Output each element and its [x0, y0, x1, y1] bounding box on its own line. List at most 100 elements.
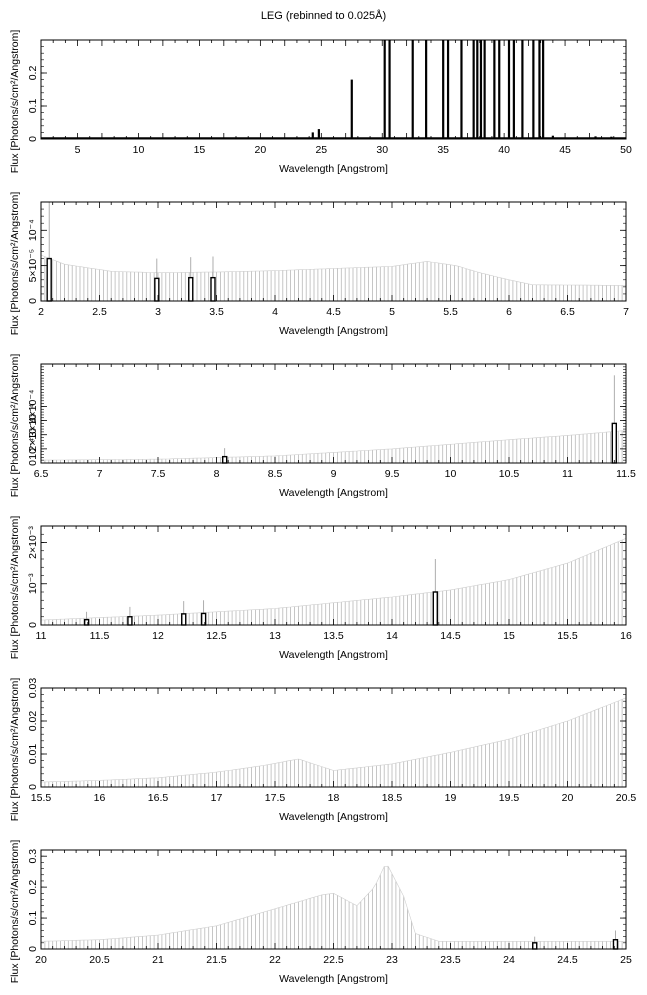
- x-tick-label: 2: [38, 306, 44, 318]
- spectral-line-bar: [498, 40, 501, 139]
- x-axis-label: Wavelength [Angstrom]: [279, 325, 388, 337]
- spectral-line-bar: [411, 40, 414, 139]
- x-tick-label: 50: [620, 144, 632, 156]
- y-tick-label: 5×10⁻⁵: [27, 249, 39, 283]
- y-tick-label: 10⁻⁴: [27, 438, 39, 460]
- spectral-line-bar: [610, 136, 613, 139]
- x-tick-label: 16: [620, 630, 632, 642]
- x-tick-label: 6.5: [560, 306, 575, 318]
- spectral-line-bar: [532, 40, 535, 139]
- x-tick-label: 5: [75, 144, 81, 156]
- x-tick-label: 20: [255, 144, 267, 156]
- x-tick-label: 10: [445, 468, 457, 480]
- y-axis-label: Flux [Photons/s/cm²/Angstrom]: [9, 192, 21, 336]
- x-tick-label: 24: [503, 954, 515, 966]
- x-tick-label: 2.5: [92, 306, 107, 318]
- spectral-line-bar: [317, 129, 320, 139]
- x-tick-label: 14.5: [440, 630, 461, 642]
- spectral-line-bar: [350, 79, 353, 139]
- envelope-line: [40, 538, 627, 621]
- x-tick-label: 6: [506, 306, 512, 318]
- spectral-line-bar: [388, 40, 391, 139]
- x-axis-label: Wavelength [Angstrom]: [279, 811, 388, 823]
- x-tick-label: 20.5: [616, 792, 637, 804]
- x-tick-label: 7: [97, 468, 103, 480]
- spectral-line-bar: [512, 40, 515, 139]
- x-tick-label: 6.5: [34, 468, 49, 480]
- y-axis-label: Flux [Photons/s/cm²/Angstrom]: [9, 840, 21, 984]
- y-tick-label: 0.2: [27, 880, 39, 895]
- x-tick-label: 24.5: [557, 954, 578, 966]
- envelope-line: [40, 865, 626, 942]
- y-tick-label: 0: [27, 622, 39, 628]
- x-tick-label: 18: [328, 792, 340, 804]
- x-tick-label: 8: [214, 468, 220, 480]
- x-tick-label: 35: [437, 144, 449, 156]
- x-axis-label: Wavelength [Angstrom]: [279, 649, 388, 661]
- y-tick-label: 0.03: [27, 678, 39, 699]
- x-tick-label: 7: [623, 306, 629, 318]
- y-tick-label: 0.02: [27, 711, 39, 732]
- spectral-line-bar: [476, 40, 479, 139]
- y-tick-label: 4×10⁻⁴: [27, 390, 39, 424]
- x-tick-label: 11.5: [616, 468, 636, 480]
- x-axis-label: Wavelength [Angstrom]: [279, 487, 388, 499]
- x-tick-label: 16: [94, 792, 106, 804]
- x-tick-label: 4: [272, 306, 278, 318]
- envelope-line: [40, 254, 626, 286]
- spectral-line-bar: [442, 40, 445, 139]
- spectral-line-bar: [538, 40, 541, 139]
- spectral-line-bar: [311, 132, 314, 139]
- x-tick-label: 15.5: [557, 630, 578, 642]
- x-tick-label: 18.5: [382, 792, 403, 804]
- x-tick-label: 25: [315, 144, 327, 156]
- spectral-line-bar: [594, 136, 597, 139]
- spectral-line-bar: [521, 40, 524, 139]
- y-axis-label: Flux [Photons/s/cm²/Angstrom]: [9, 678, 21, 822]
- x-tick-label: 20: [562, 792, 574, 804]
- y-tick-label: 3×10⁻⁴: [27, 404, 39, 438]
- x-tick-label: 13: [269, 630, 281, 642]
- x-tick-label: 21: [152, 954, 164, 966]
- x-tick-label: 5.5: [443, 306, 458, 318]
- x-tick-label: 15: [503, 630, 515, 642]
- x-tick-label: 15: [194, 144, 206, 156]
- x-tick-label: 30: [376, 144, 388, 156]
- x-tick-label: 12: [152, 630, 164, 642]
- x-tick-label: 9: [331, 468, 337, 480]
- y-tick-label: 10⁻³: [27, 573, 39, 594]
- x-tick-label: 19: [445, 792, 457, 804]
- x-axis-label: Wavelength [Angstrom]: [279, 163, 388, 175]
- spectral-line-bar: [446, 40, 450, 139]
- x-tick-label: 10.5: [499, 468, 520, 480]
- x-axis-label: Wavelength [Angstrom]: [279, 973, 388, 985]
- spectral-line-bar: [479, 40, 483, 139]
- x-tick-label: 22: [269, 954, 281, 966]
- envelope-line: [40, 430, 627, 461]
- y-tick-label: 2×10⁻³: [27, 526, 39, 559]
- y-tick-label: 0: [27, 298, 39, 304]
- y-tick-label: 0: [27, 136, 39, 142]
- x-tick-label: 45: [559, 144, 571, 156]
- x-tick-label: 20: [35, 954, 47, 966]
- x-tick-label: 5: [389, 306, 395, 318]
- x-tick-label: 15.5: [31, 792, 52, 804]
- y-axis-label: Flux [Photons/s/cm²/Angstrom]: [9, 516, 21, 660]
- y-tick-label: 0: [27, 946, 39, 952]
- y-tick-label: 0.3: [27, 849, 39, 864]
- x-tick-label: 17.5: [265, 792, 286, 804]
- x-tick-label: 13.5: [323, 630, 344, 642]
- y-tick-label: 10⁻⁴: [27, 219, 39, 241]
- y-tick-label: 0.2: [27, 66, 39, 81]
- x-tick-label: 7.5: [151, 468, 166, 480]
- x-tick-label: 25: [620, 954, 632, 966]
- x-tick-label: 8.5: [268, 468, 283, 480]
- y-tick-label: 0: [27, 784, 39, 790]
- x-tick-label: 3: [155, 306, 161, 318]
- spectral-line-bar: [472, 40, 475, 139]
- x-tick-label: 20.5: [89, 954, 110, 966]
- x-tick-label: 23: [386, 954, 398, 966]
- spectral-line-bar: [383, 40, 386, 139]
